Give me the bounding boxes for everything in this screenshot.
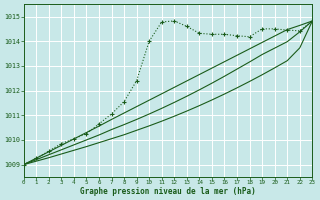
- X-axis label: Graphe pression niveau de la mer (hPa): Graphe pression niveau de la mer (hPa): [80, 187, 256, 196]
